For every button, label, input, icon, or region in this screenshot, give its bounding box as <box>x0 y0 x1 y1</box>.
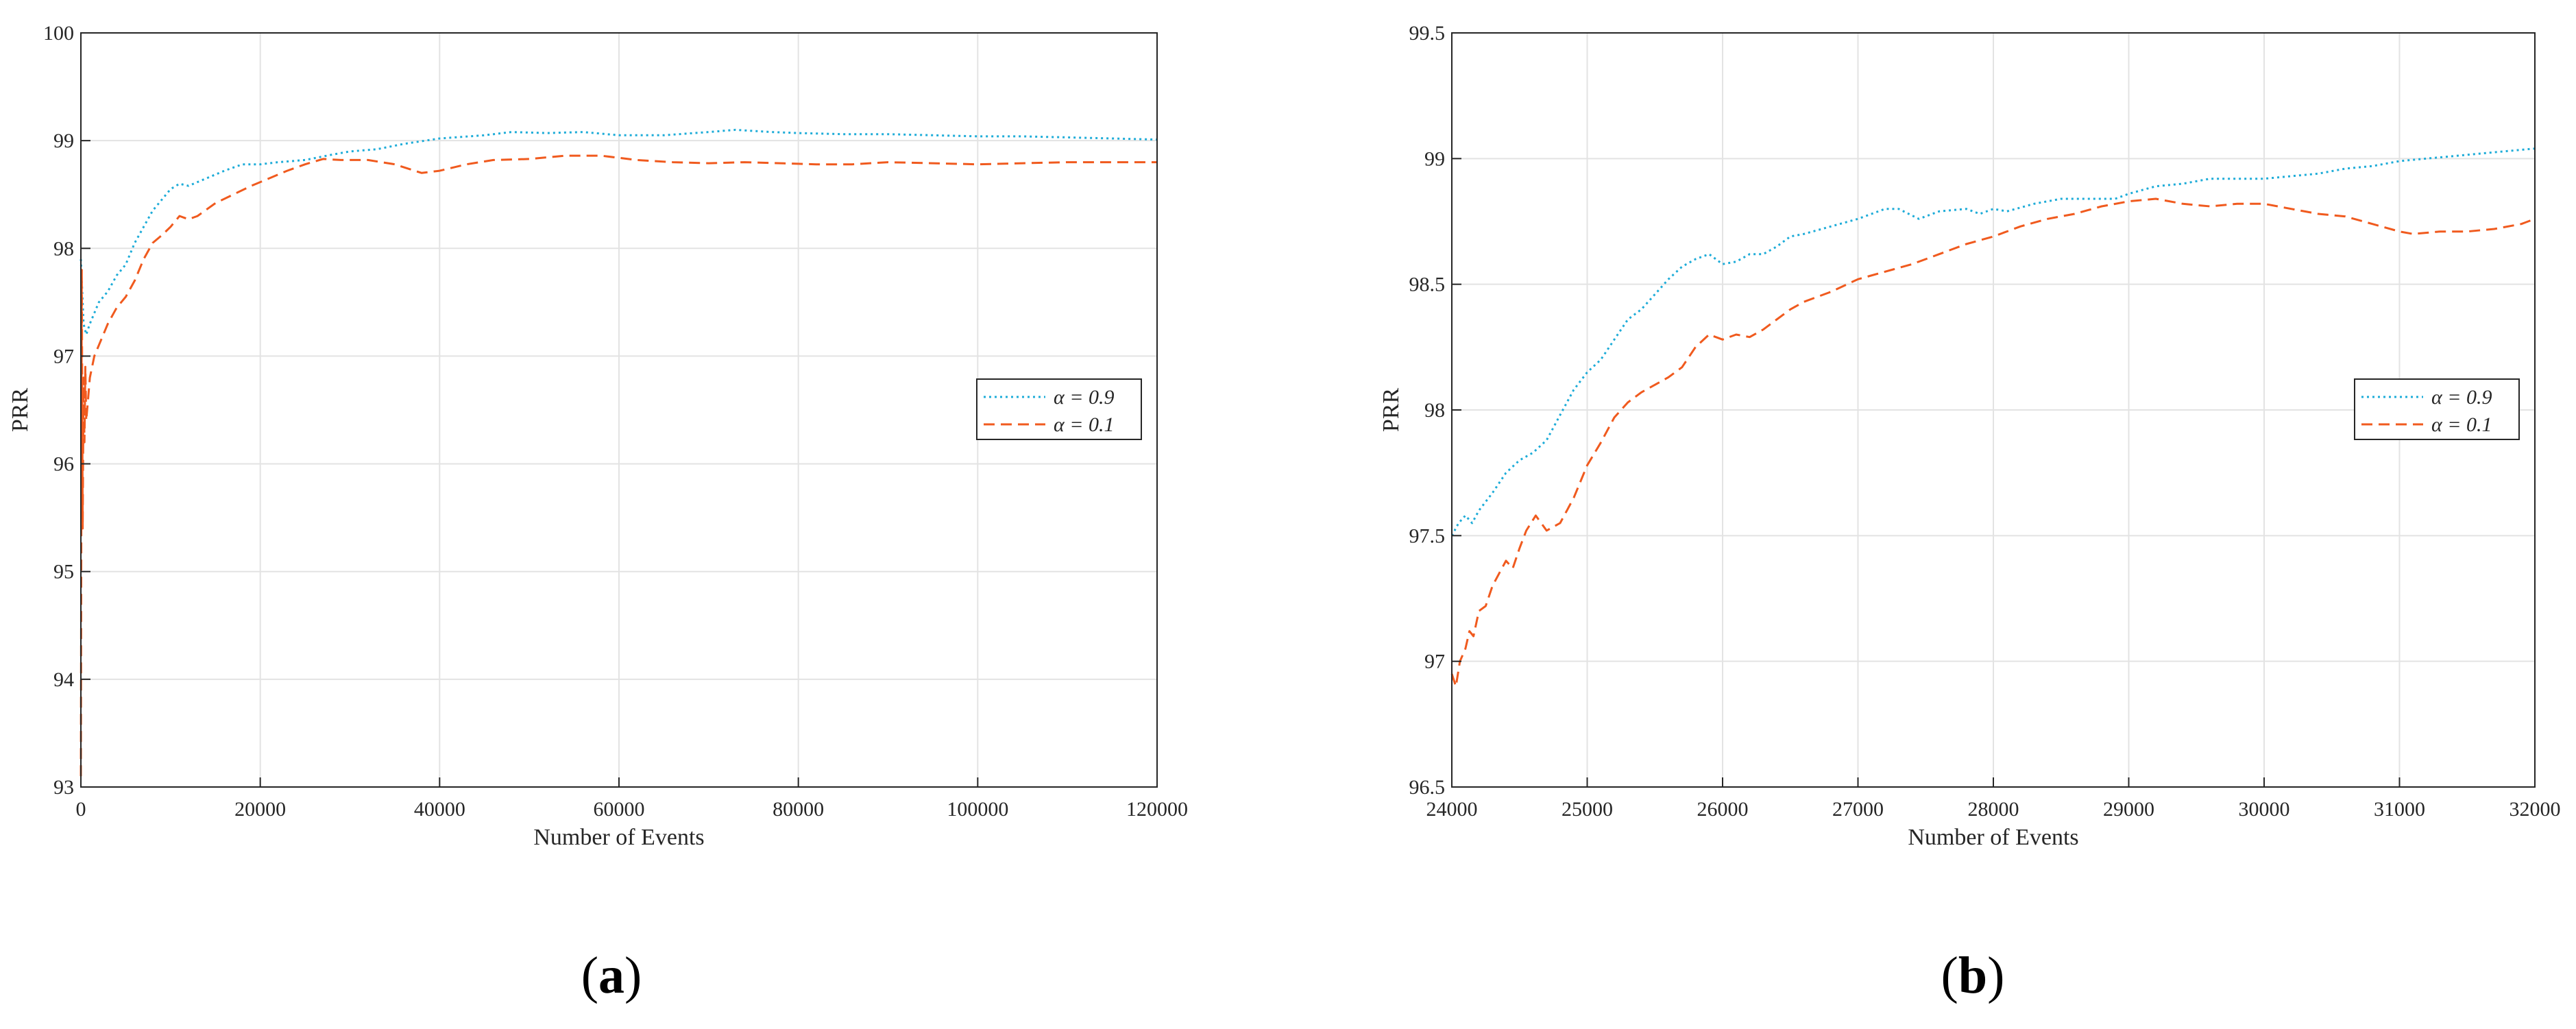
x-tick-label-4: 80000 <box>773 798 824 821</box>
y-tick-label-6: 99 <box>53 130 74 152</box>
series-line-1 <box>80 128 1158 336</box>
y-axis-label: PRR <box>1378 388 1404 433</box>
x-tick-label-1: 25000 <box>1562 798 1613 821</box>
x-tick-label-0: 0 <box>76 798 86 821</box>
legend: α = 0.9 α = 0.1 <box>976 378 1142 440</box>
x-tick-label-7: 31000 <box>2374 798 2425 821</box>
x-tick-label-2: 40000 <box>414 798 465 821</box>
legend-label-1: α = 0.9 <box>2431 386 2492 409</box>
y-tick-label-6: 99.5 <box>1409 22 1446 45</box>
panel-caption-b: (b) <box>1941 947 2005 1004</box>
series-line-2 <box>1450 197 2536 688</box>
x-tick-label-3: 60000 <box>594 798 645 821</box>
x-tick-label-4: 28000 <box>1968 798 2019 821</box>
x-tick-label-8: 32000 <box>2510 798 2561 821</box>
legend-label-2: α = 0.1 <box>2431 413 2492 436</box>
legend-box <box>2354 378 2520 440</box>
x-tick-label-2: 26000 <box>1697 798 1749 821</box>
series-line-2 <box>80 154 1157 777</box>
x-tick-label-3: 27000 <box>1832 798 1884 821</box>
chart-panel-a: 0 20000 40000 60000 80000 100000 120000 93 94 95 9… <box>8 22 1188 850</box>
x-axis-label: Number of Events <box>533 825 704 850</box>
legend: α = 0.9 α = 0.1 <box>2354 378 2520 440</box>
y-tick-label-0: 93 <box>53 776 74 799</box>
x-tick-label-5: 100000 <box>947 798 1008 821</box>
y-tick-label-2: 95 <box>53 561 74 583</box>
y-tick-label-3: 98 <box>1424 399 1445 422</box>
legend-box <box>976 378 1142 440</box>
legend-label-2: α = 0.1 <box>1054 413 1115 436</box>
y-tick-label-4: 98.5 <box>1409 274 1446 296</box>
y-tick-label-1: 94 <box>53 668 74 691</box>
y-tick-label-7: 100 <box>43 22 74 45</box>
legend-label-1: α = 0.9 <box>1054 386 1115 409</box>
panel-caption-a: (a) <box>581 947 642 1004</box>
y-tick-label-5: 99 <box>1424 147 1445 170</box>
y-tick-label-4: 97 <box>53 345 74 367</box>
series-line-1 <box>1450 147 2536 537</box>
y-tick-label-2: 97.5 <box>1409 524 1446 547</box>
x-tick-label-6: 30000 <box>2239 798 2290 821</box>
x-axis-label: Number of Events <box>1908 825 2078 850</box>
y-tick-label-0: 96.5 <box>1409 776 1446 799</box>
y-tick-label-5: 98 <box>53 237 74 260</box>
panel-label-b: b <box>1958 947 1988 1004</box>
x-tick-label-0: 24000 <box>1426 798 1478 821</box>
x-tick-label-6: 120000 <box>1126 798 1188 821</box>
x-tick-label-5: 29000 <box>2103 798 2154 821</box>
panel-label-a: a <box>598 947 624 1004</box>
chart-panel-b: 24000 25000 26000 27000 28000 29000 30000 31000… <box>1378 22 2561 850</box>
y-tick-label-1: 97 <box>1424 651 1445 673</box>
y-tick-label-3: 96 <box>53 453 74 476</box>
x-tick-label-1: 20000 <box>234 798 286 821</box>
y-axis-label: PRR <box>8 388 33 433</box>
